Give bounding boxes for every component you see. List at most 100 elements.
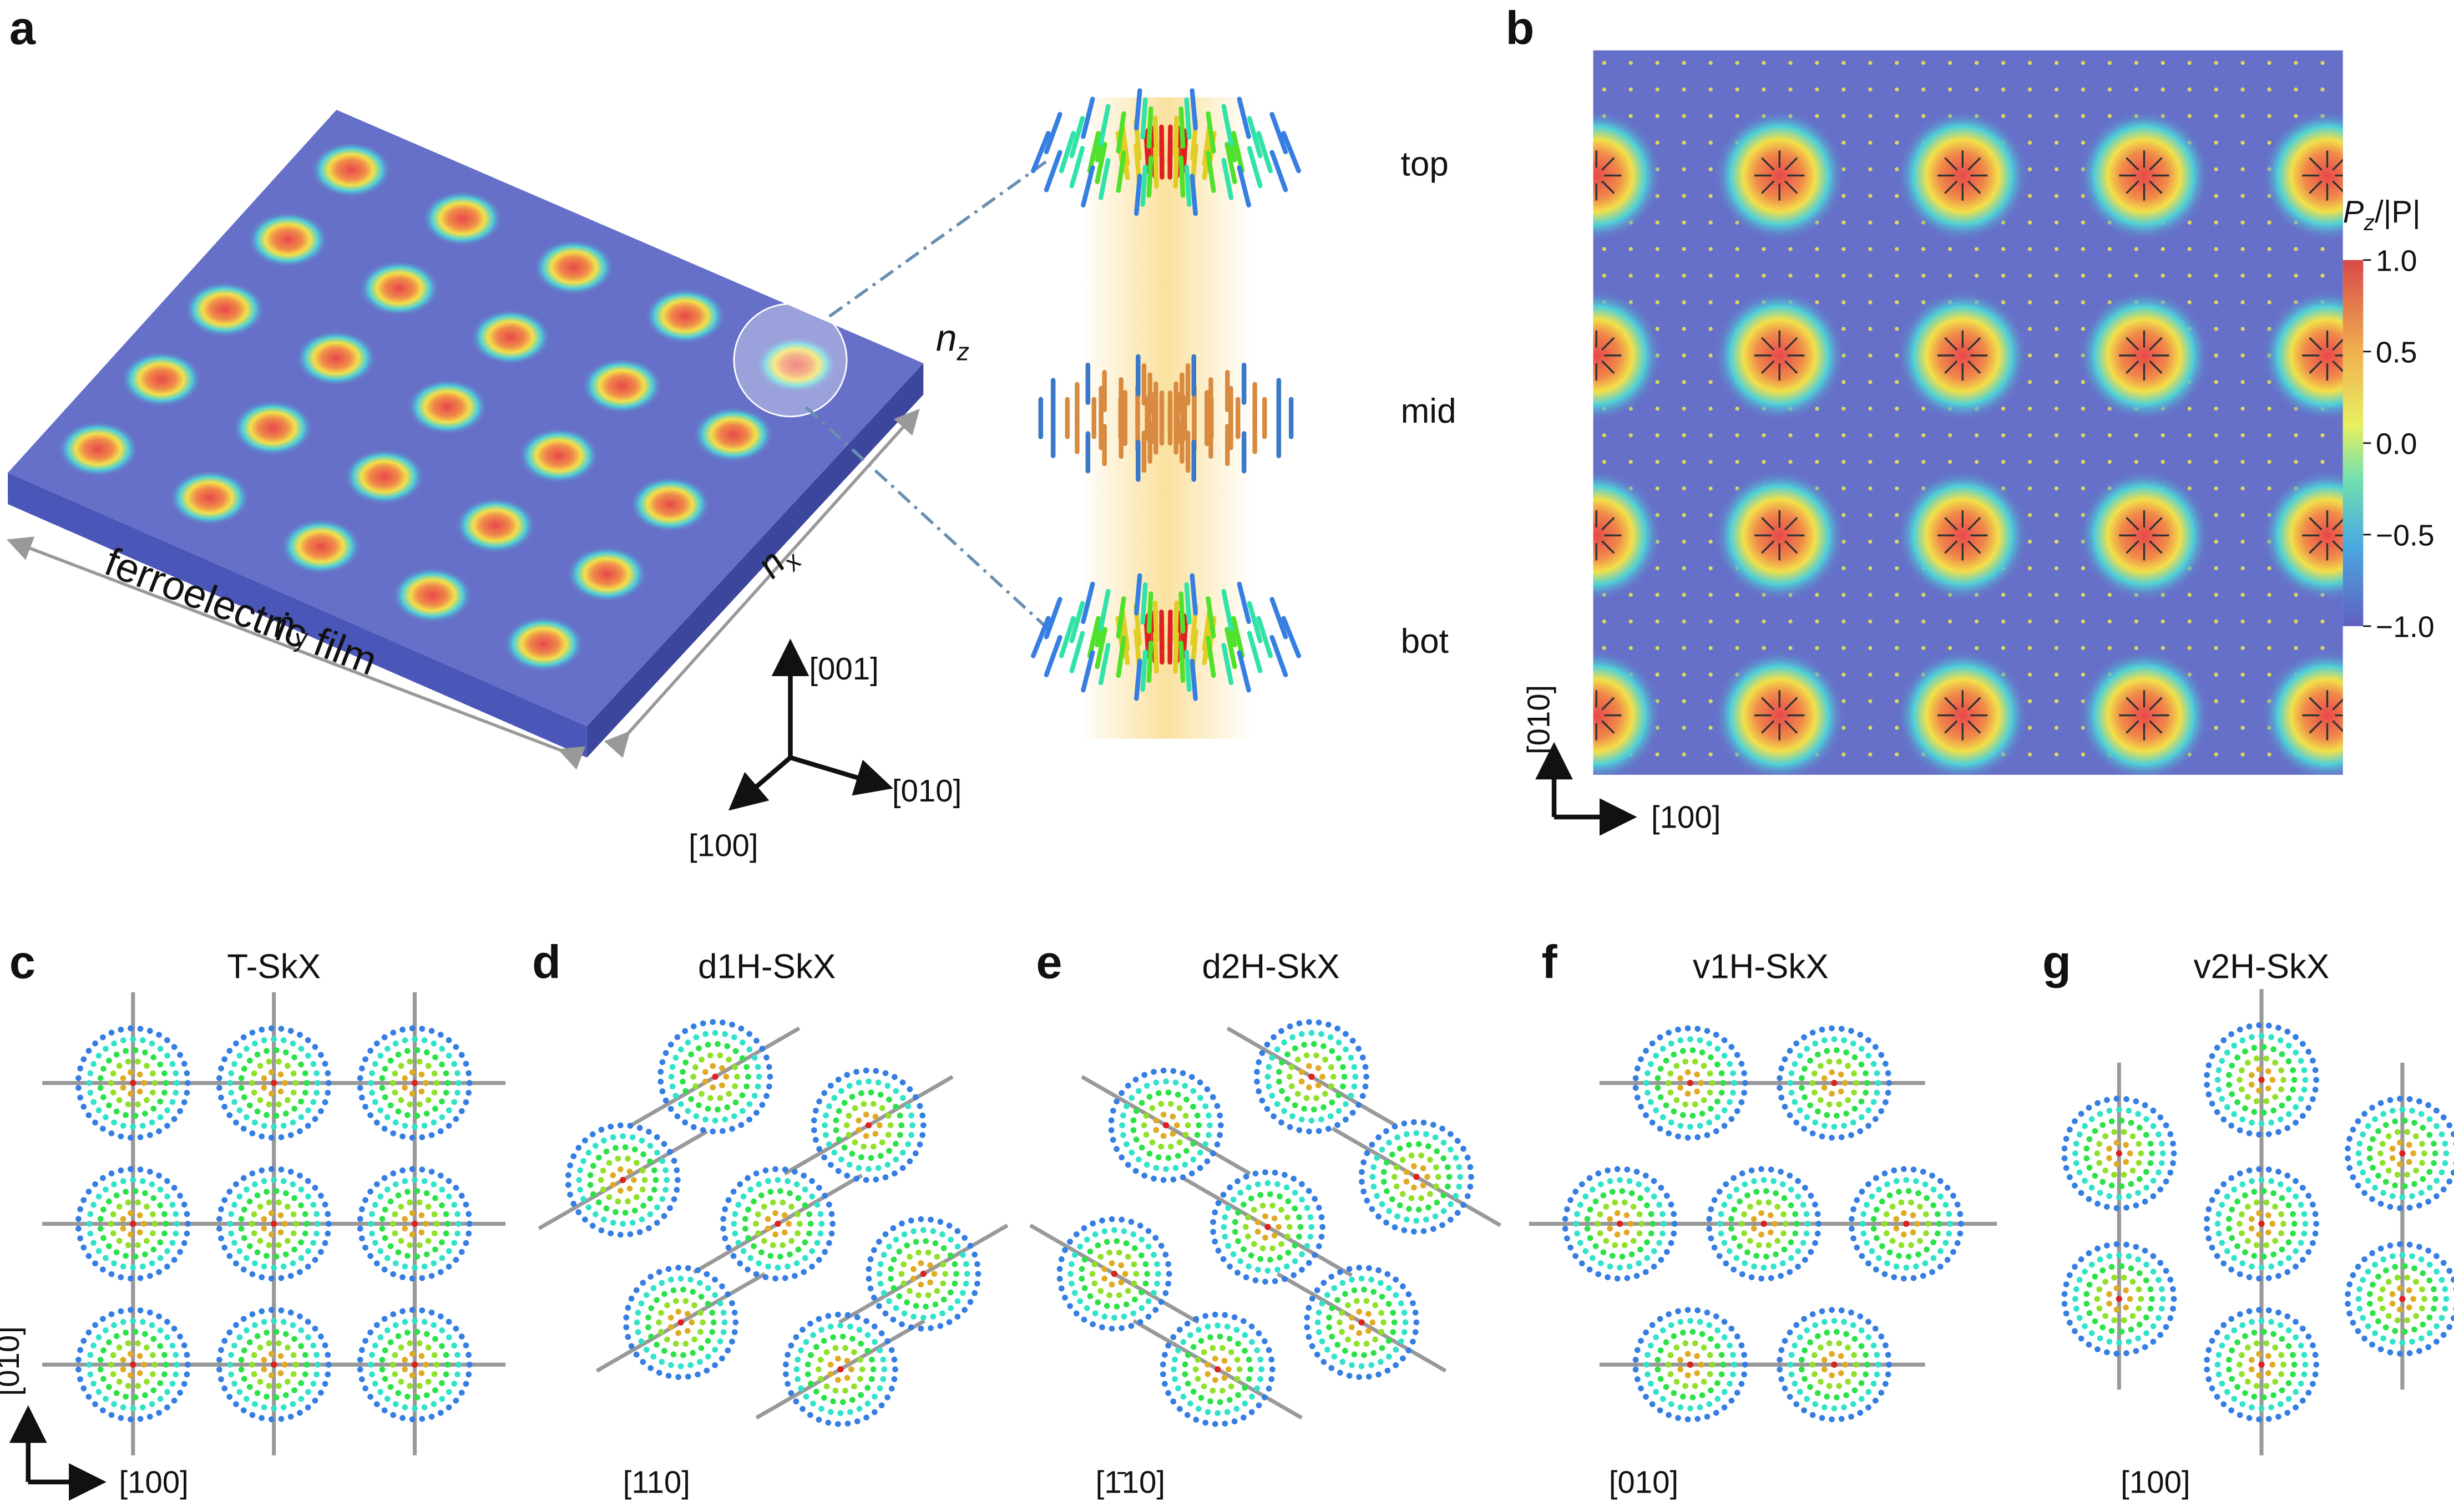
skyrmion-dot [2228,1266,2235,1273]
skyrmion-dot [1341,1073,1348,1080]
skyrmion-dot [1237,1258,1243,1265]
skyrmion-dot [2279,1246,2285,1253]
skyrmion-dot [1464,1154,1471,1161]
skyrmion-dot [1848,1310,1854,1316]
skyrmion-dot [838,1156,844,1163]
map-arrow [2309,697,2323,711]
skyrmion-dot [432,1336,438,1342]
skyrmion-dot [1116,1249,1122,1256]
skyrmion-dot [80,1338,87,1344]
skyrmion-dot [2231,1042,2238,1049]
skyrmion-dot [1812,1201,1818,1208]
skyrmion-dot [1129,1095,1135,1101]
skyrmion-dot [1401,1227,1408,1234]
skyrmion-dot [833,1117,839,1124]
map-dot [2240,220,2245,225]
skyrmion-dot [772,1231,778,1238]
skyrmion-dot [1914,1221,1920,1227]
skyrmion-dot [1120,1132,1126,1138]
map-arrow [1967,517,1981,531]
skyrmion-dot [291,1054,297,1061]
skyrmion-dot [1657,1347,1664,1353]
polarization-arrow [1184,164,1192,207]
skyrmion-dot [2312,1230,2319,1237]
skyrmion-dot [640,1359,646,1365]
skyrmion-dot [580,1158,586,1164]
map-dot [1841,60,1846,65]
skyrmion-dot [1222,1312,1228,1318]
skyrmion-dot [826,1201,832,1208]
map-dot [1788,460,1793,464]
skyrmion-dot [402,1264,408,1270]
map-dot [1708,60,1713,65]
skyrmion-dot [75,1366,82,1373]
map-dot [1682,353,1686,358]
skyrmion-dot [2118,1118,2125,1124]
skyrmion-dot [184,1371,190,1378]
skyrmion-dot [2258,1077,2265,1083]
skyrmion-dot [795,1230,801,1236]
skyrmion-dot [1929,1173,1935,1179]
map-dot [1974,247,1979,251]
map-dot [1868,140,1873,145]
skyrmion-dot [1851,1105,1858,1112]
label-base: n [274,604,295,646]
skyrmion-dot [249,1130,256,1136]
skyrmion-dot [835,1356,841,1362]
skyrmion-dot [381,1175,388,1181]
skyrmion-dot [2123,1096,2129,1103]
map-dot [2054,247,2059,251]
skyrmion-dot [2310,1096,2316,1102]
skyrmion-dot [893,1236,899,1243]
skyrmion-dot [2440,1114,2447,1120]
skyrmion-dot [1281,1108,1287,1114]
skyrmion-dot [664,1302,670,1308]
skyrmion-dot [92,1260,98,1267]
skyrmion-dot [2094,1100,2101,1107]
skyrmion-dot [2419,1160,2425,1166]
skyrmion-dot [577,1167,584,1174]
skyrmion-dot [425,1204,432,1210]
skyrmion-dot [1742,1080,1748,1086]
skyrmion-dot [1751,1264,1757,1270]
skyrmion-dot [974,1280,980,1287]
skyrmion-dot [2256,1210,2263,1216]
skyrmion-dot [1924,1195,1930,1201]
polarization-arrow [1190,174,1198,216]
skyrmion-dot [1872,1325,1879,1332]
skyrmion-dot [753,1170,760,1176]
skyrmion-dot [1824,1393,1830,1400]
polarization-arrow [1069,631,1085,673]
skyrmion-dot [952,1261,958,1267]
skyrmion-dot [1276,1224,1282,1230]
skyrmion-dot [1708,1054,1714,1061]
map-dot [2027,220,2032,225]
skyrmion-dot [1304,1205,1311,1211]
skyrmion-dot [2397,1095,2403,1102]
map-dot [2240,539,2245,544]
skyrmion-dot [882,1231,889,1237]
polarization-arrow [1116,111,1126,154]
skyrmion-dot [617,1166,624,1173]
skyrmion-dot [1836,1058,1843,1065]
skyrmion-dot [846,1132,852,1138]
skyrmion-dot [105,1384,112,1390]
skyrmion-dot [1731,1080,1737,1086]
map-dot [2320,247,2325,251]
skyrmion-dot [2082,1323,2088,1330]
skyrmion-dot [892,1366,898,1373]
skyrmion-dot [2123,1350,2129,1357]
skyrmion-dot [2291,1077,2298,1083]
skyrmion-dot [1851,1054,1858,1061]
map-arrow [2309,720,2323,734]
skyrmion-dot [920,1315,927,1321]
skyrmion-dot [1778,1376,1785,1382]
skyrmion-dot [127,1166,134,1173]
skyrmion-dot [2063,1310,2070,1317]
polarization-arrow [1059,616,1076,658]
skyrmion-dot [164,1404,170,1410]
skyrmion-dot [617,1231,624,1238]
skyrmion-dot [2268,1178,2274,1184]
skyrmion-dot [1162,1352,1168,1358]
map-arrow [1967,697,1981,711]
